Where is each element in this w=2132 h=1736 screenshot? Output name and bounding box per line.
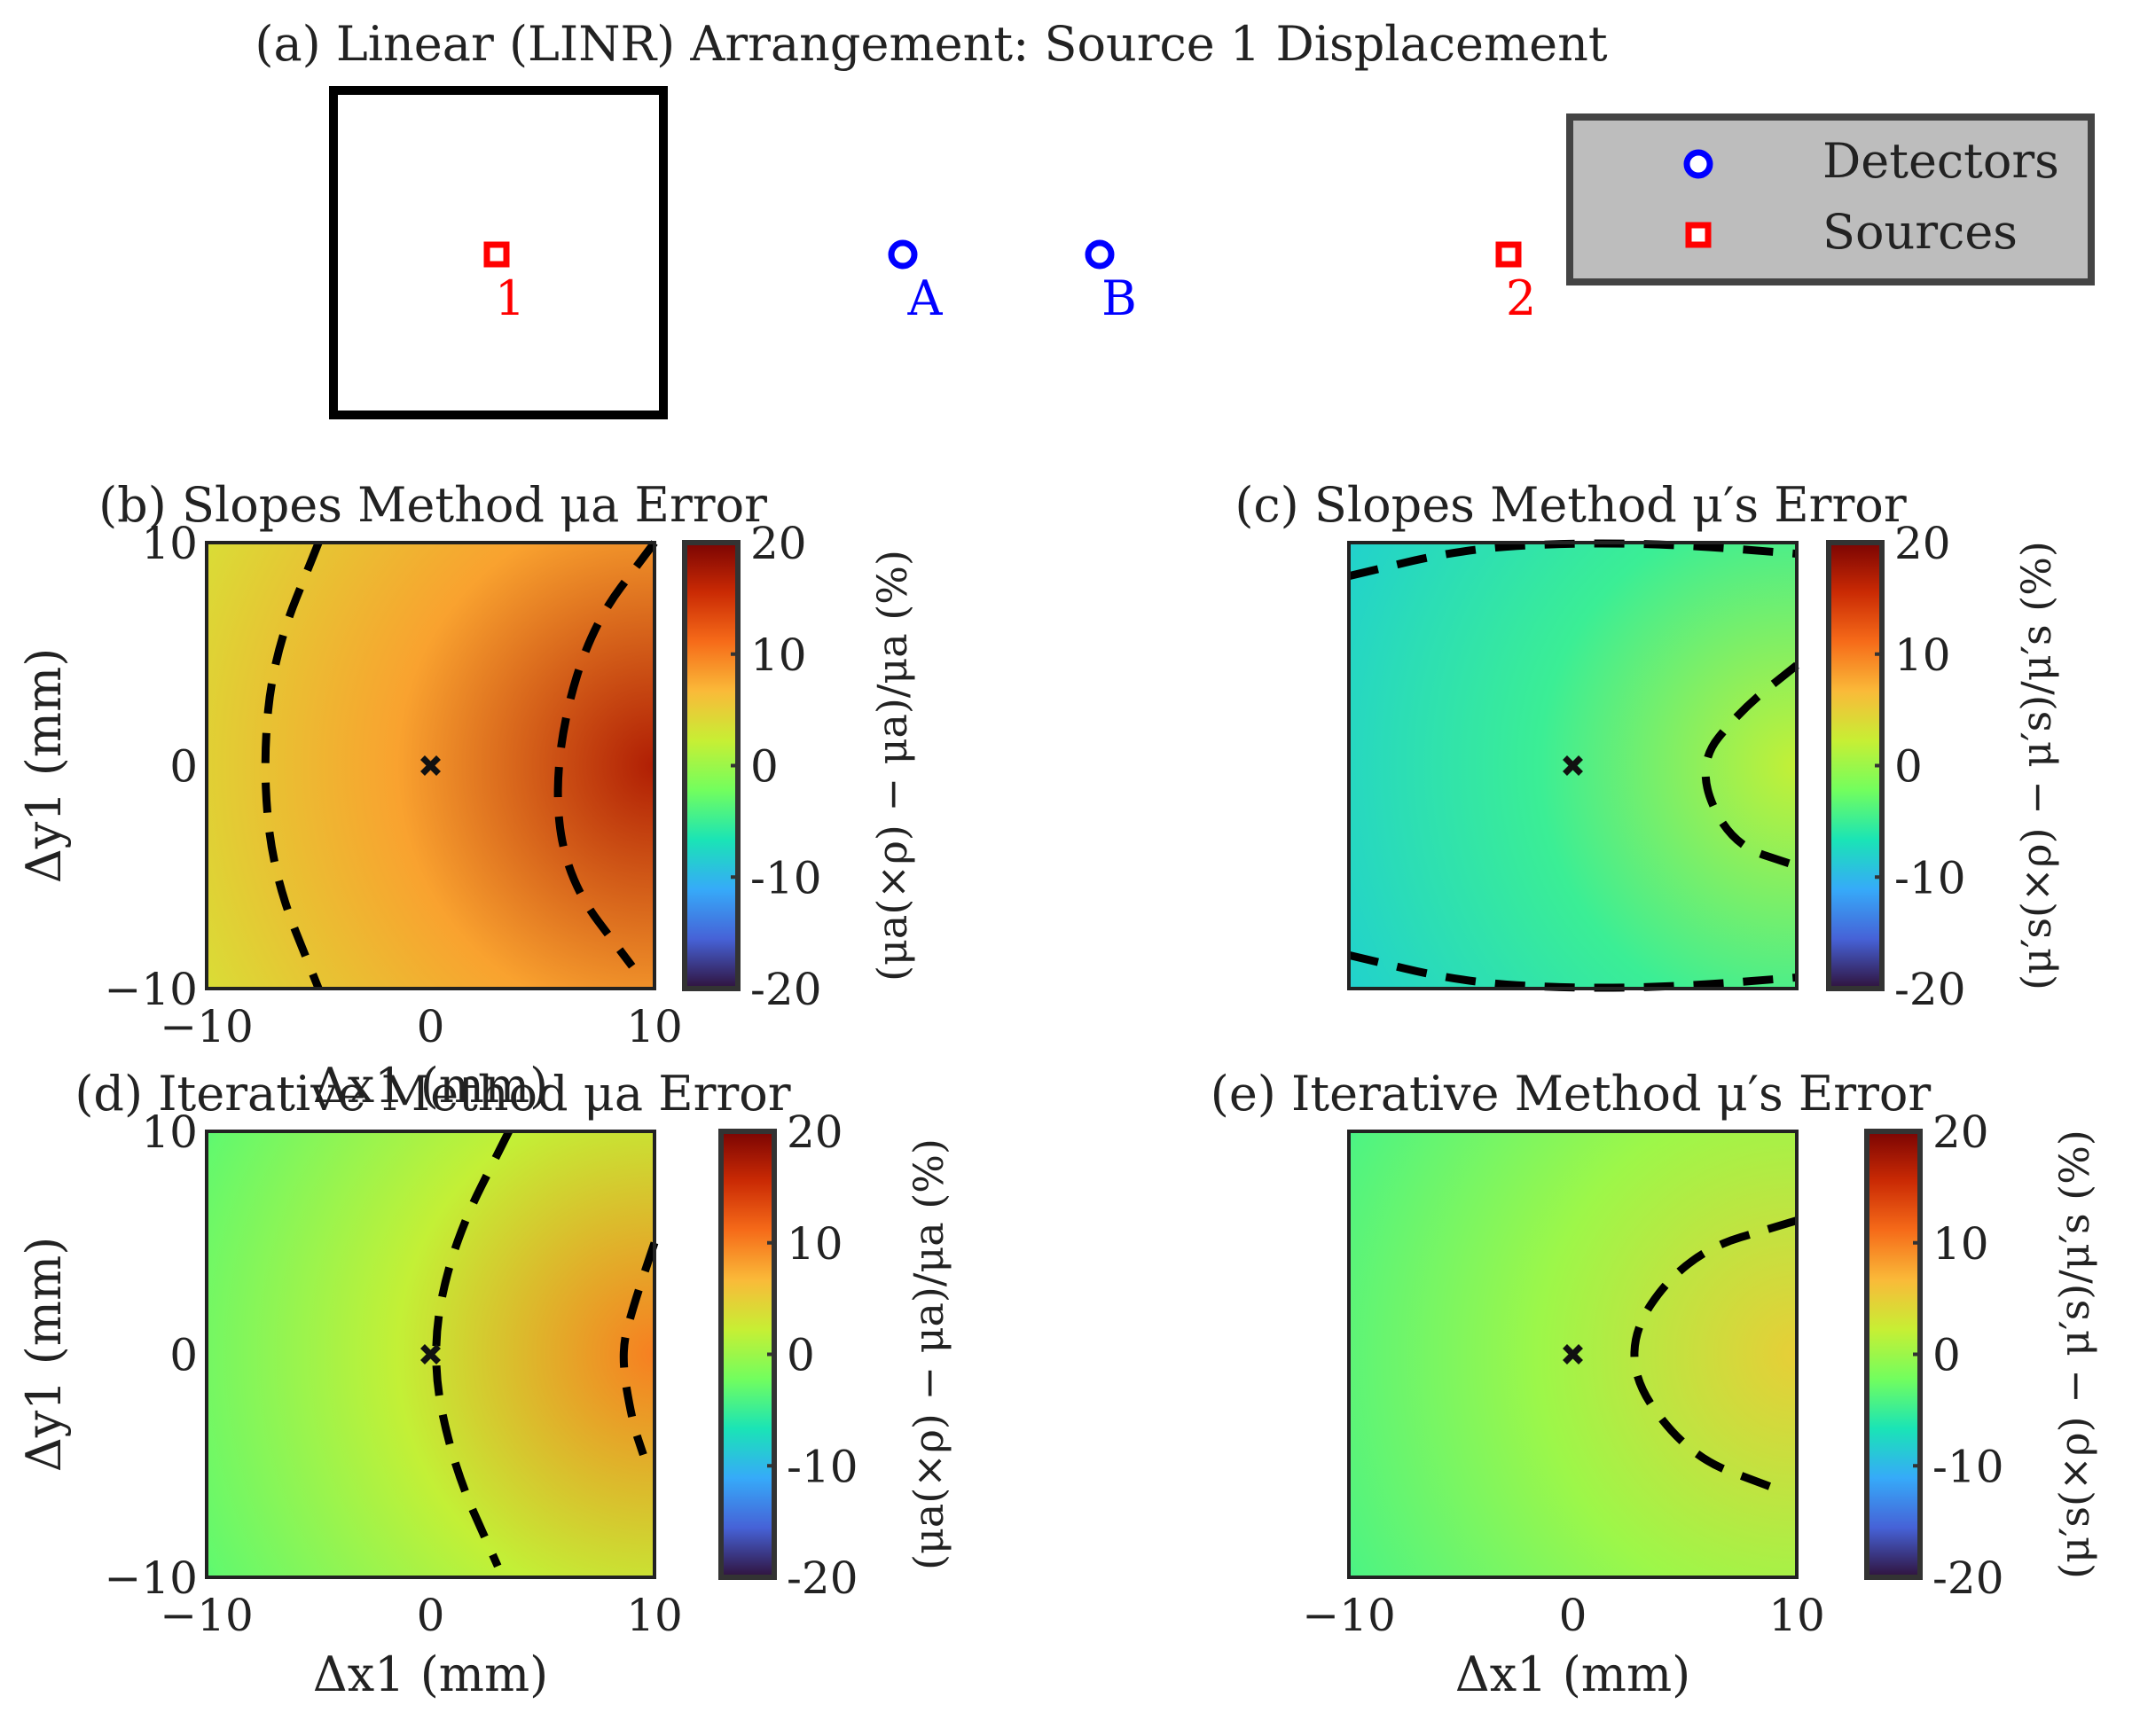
colorbar-tick-label-b-2: 0: [750, 741, 779, 793]
detector-a-label: A: [907, 270, 944, 326]
xtick-label-b-0: −10: [160, 1001, 254, 1052]
colorbar-tick-label-b-4: -20: [750, 964, 822, 1015]
colorbar-tick-label-d-0: 20: [787, 1107, 843, 1158]
axes-frame-e: [1347, 1130, 1799, 1579]
colorbar-label-e: (μ′s(×ρ) − μ′s)/μ′s (%): [2050, 1130, 2098, 1579]
colorbar-tick-label-c-3: -10: [1894, 852, 1966, 903]
legend-detectors-label: Detectors: [1822, 133, 2059, 189]
displacement-region-box: [329, 86, 668, 419]
xtick-label-b-1: 0: [417, 1001, 445, 1052]
colorbar-d: [718, 1129, 777, 1580]
center-marker-c: [1563, 755, 1583, 776]
colorbar-tick-label-c-4: -20: [1894, 964, 1966, 1015]
axes-frame-c: [1347, 541, 1799, 990]
colorbar-tick-label-e-4: -20: [1932, 1552, 2004, 1604]
axes-frame-d: [205, 1130, 656, 1579]
colorbar-tick-label-e-2: 0: [1932, 1330, 1961, 1381]
xtick-label-d-2: 10: [626, 1590, 683, 1641]
ytick-label-d-2: −10: [104, 1552, 198, 1604]
xtick-label-b-2: 10: [626, 1001, 683, 1052]
xlabel-d: Δx1 (mm): [313, 1646, 549, 1702]
contour-line-b-1: [553, 540, 658, 969]
colorbar-tick-label-d-2: 0: [787, 1330, 815, 1381]
ytick-label-d-0: 10: [141, 1107, 198, 1158]
xtick-label-d-0: −10: [160, 1590, 254, 1641]
axes-frame-b: [205, 541, 656, 990]
contour-line-e-0: [1630, 1216, 1799, 1492]
source-2-marker: 2: [1495, 241, 1536, 326]
xtick-label-e-1: 0: [1559, 1590, 1587, 1641]
colorbar-tick-label-d-4: -20: [787, 1552, 858, 1604]
arrangement-markers: 1 A B 2: [483, 239, 1536, 326]
center-marker-e: [1563, 1344, 1583, 1365]
xtick-label-e-2: 10: [1768, 1590, 1825, 1641]
ytick-label-b-0: 10: [141, 518, 198, 569]
panel-title-e: (e) Iterative Method μ′s Error: [1211, 1066, 1932, 1122]
source-1-marker: 1: [483, 241, 525, 326]
source-2-label: 2: [1506, 270, 1536, 326]
contour-line-c-1: [1701, 661, 1799, 870]
colorbar-b: [682, 540, 741, 991]
xtick-label-e-0: −10: [1302, 1590, 1396, 1641]
legend-source-icon: [1685, 222, 1712, 248]
ytick-label-b-2: −10: [104, 964, 198, 1015]
panel-title-c: (c) Slopes Method μ′s Error: [1235, 477, 1906, 533]
detector-b-marker: B: [1085, 239, 1137, 326]
xlabel-e: Δx1 (mm): [1455, 1646, 1691, 1702]
colorbar-tick-label-b-3: -10: [750, 852, 822, 903]
detector-b-label: B: [1101, 270, 1137, 326]
colorbar-tick-label-e-1: 10: [1932, 1218, 1989, 1270]
colorbar-c: [1826, 540, 1885, 991]
ylabel-b: Δy1 (mm): [16, 648, 72, 884]
legend: Detectors Sources: [1566, 113, 2095, 285]
colorbar-tick-label-d-3: -10: [787, 1441, 858, 1492]
colorbar-tick-label-e-0: 20: [1932, 1107, 1989, 1158]
colorbar-tick-label-c-2: 0: [1894, 741, 1923, 793]
legend-box: [1566, 113, 2095, 285]
source-1-label: 1: [495, 270, 525, 326]
legend-sources-label: Sources: [1822, 204, 2018, 260]
colorbar-label-d: (μa(×ρ) − μa)/μa (%): [905, 1138, 952, 1570]
center-marker-d: [420, 1344, 441, 1365]
ytick-label-d-1: 0: [169, 1330, 198, 1381]
contour-line-d-1: [619, 1241, 659, 1457]
xlabel-b: Δx1 (mm): [313, 1058, 549, 1114]
xtick-label-d-1: 0: [417, 1590, 445, 1641]
center-marker-b: [420, 755, 441, 776]
ytick-label-b-1: 0: [169, 741, 198, 793]
colorbar-tick-label-b-1: 10: [750, 629, 807, 681]
colorbar-label-c: (μ′s(×ρ) − μ′s)/μ′s (%): [2012, 541, 2060, 990]
colorbar-tick-label-c-0: 20: [1894, 518, 1951, 569]
legend-detector-icon: [1683, 149, 1713, 179]
detector-a-marker: A: [888, 239, 944, 326]
ylabel-d: Δy1 (mm): [16, 1237, 72, 1473]
colorbar-label-b: (μa(×ρ) − μa)/μa (%): [868, 550, 916, 981]
colorbar-tick-label-c-1: 10: [1894, 629, 1951, 681]
colorbar-tick-label-d-1: 10: [787, 1218, 843, 1270]
colorbar-e: [1864, 1129, 1923, 1580]
colorbar-tick-label-e-3: -10: [1932, 1441, 2004, 1492]
panel-e: (e) Iterative Method μ′s Error −10 0 10 Δx1 …: [1211, 1066, 2098, 1702]
colorbar-tick-label-b-0: 20: [750, 518, 807, 569]
panel-title-d: (d) Iterative Method μa Error: [74, 1066, 790, 1122]
figure-title: (a) Linear (LINR) Arrangement: Source 1 …: [255, 16, 1607, 72]
panel-title-b: (b) Slopes Method μa Error: [98, 477, 767, 533]
